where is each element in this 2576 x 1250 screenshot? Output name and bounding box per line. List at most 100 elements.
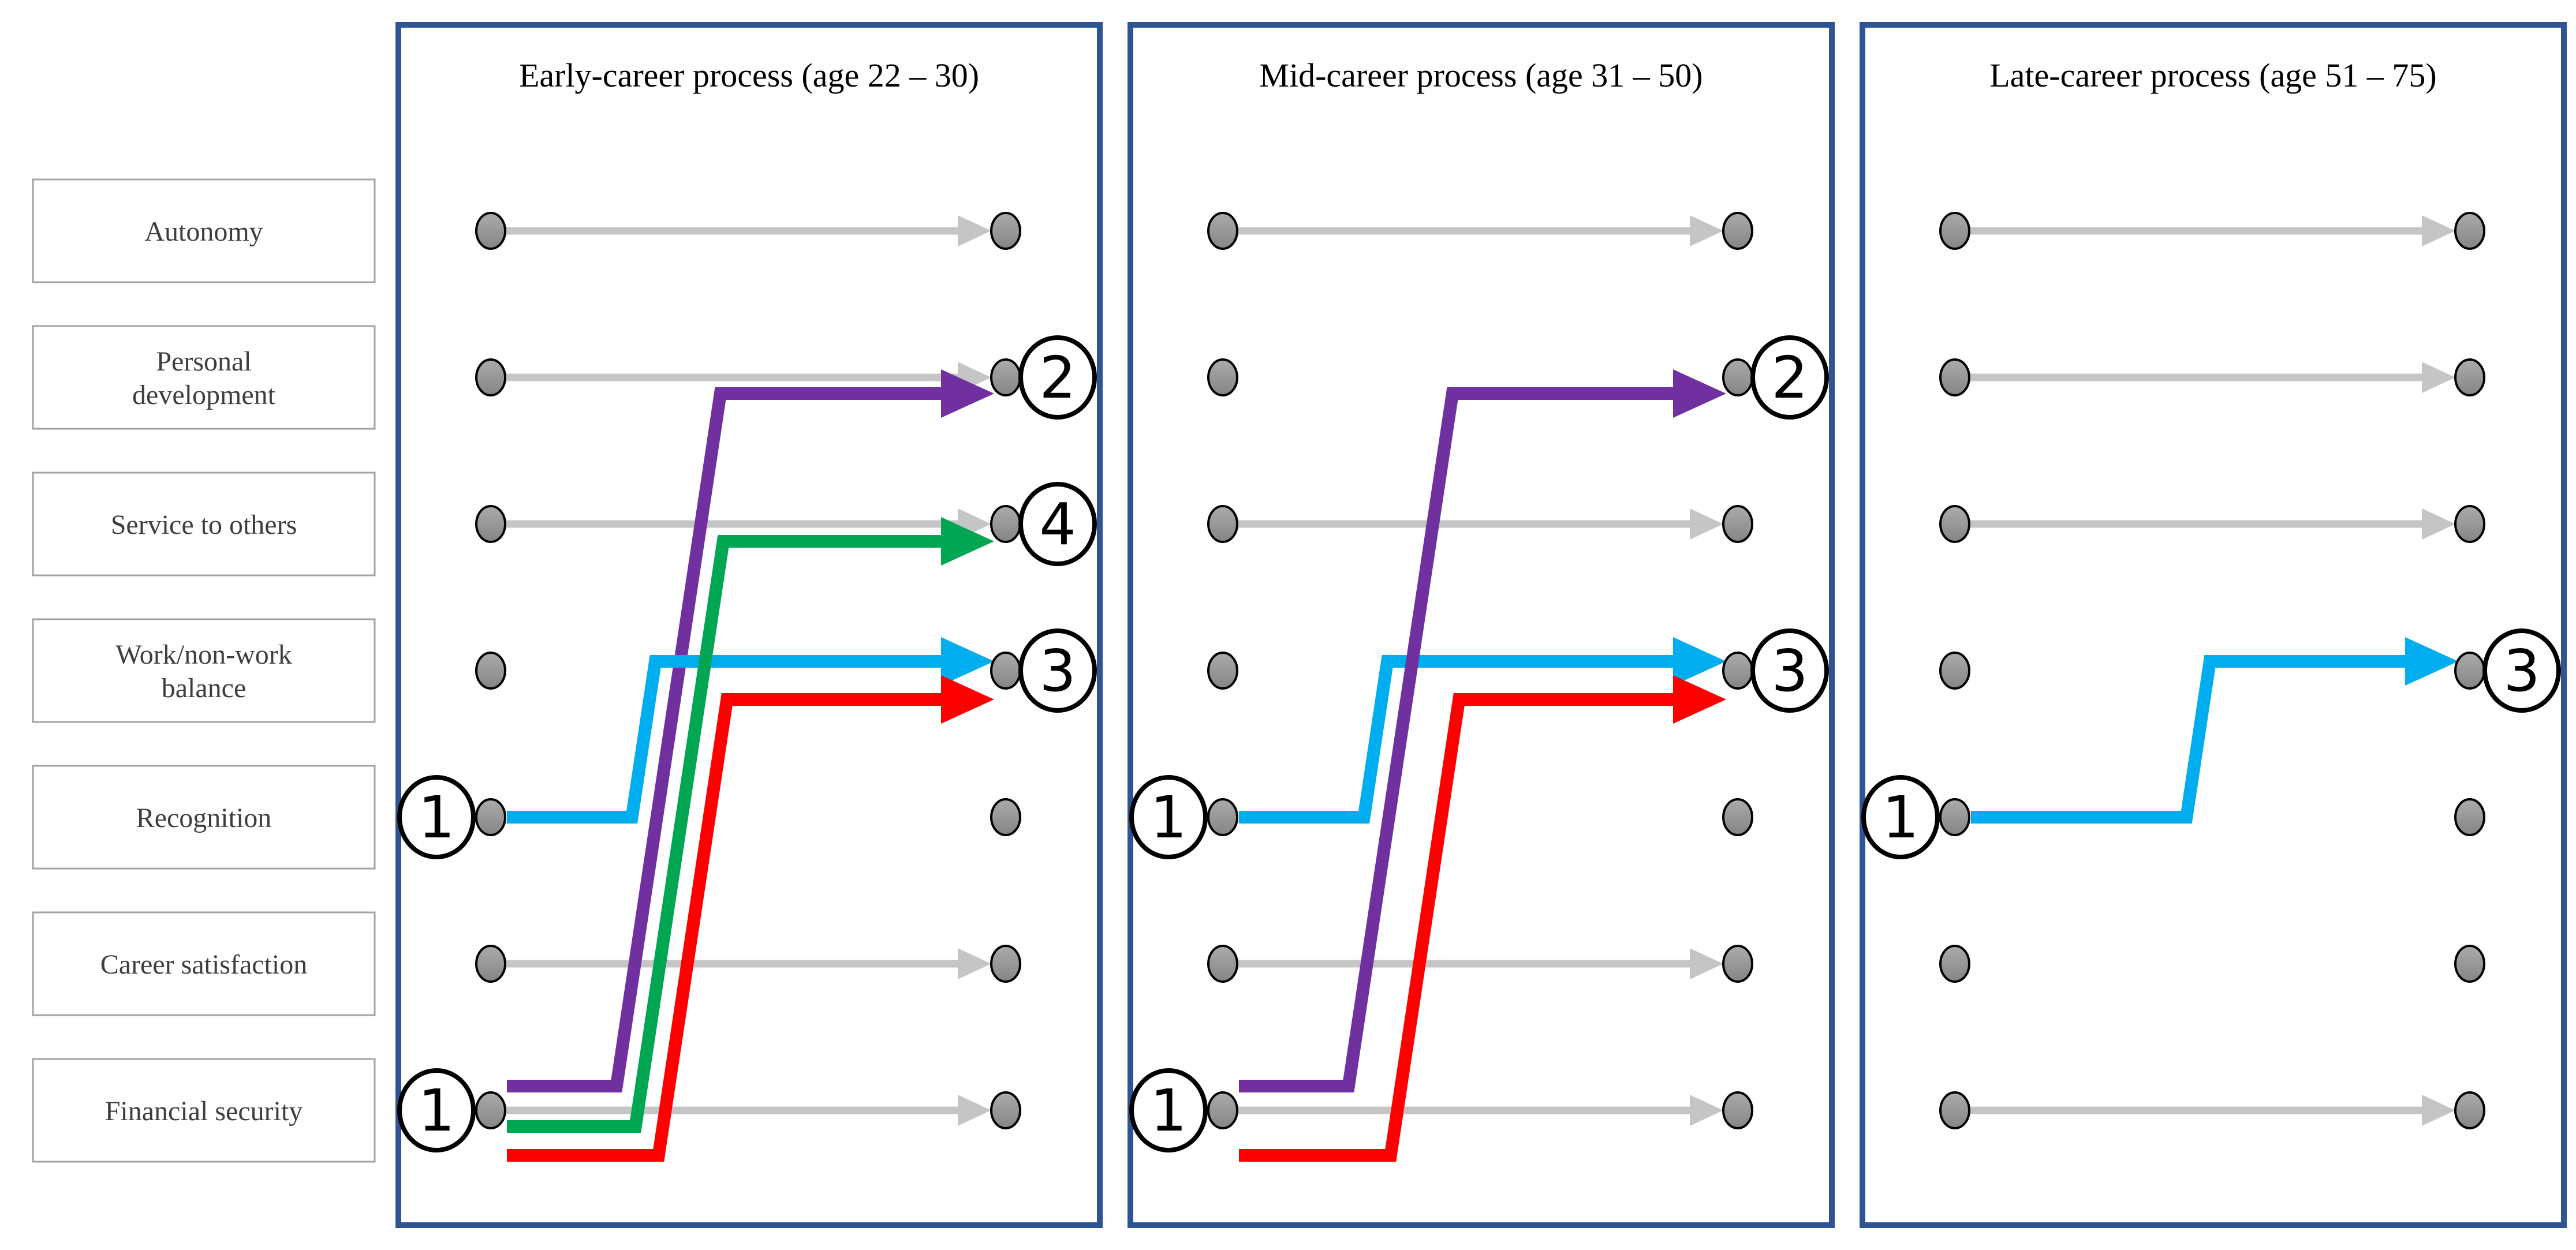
panel-3: Late-career process (age 51 – 75) 1 3 xyxy=(1860,22,2567,1228)
process-dot xyxy=(1722,798,1753,836)
transition-arrowhead xyxy=(2405,637,2458,686)
rank-badge: 3 xyxy=(1018,628,1097,713)
process-dot xyxy=(475,505,506,543)
process-dot xyxy=(990,652,1021,690)
process-dot xyxy=(990,945,1021,983)
process-dot xyxy=(475,358,506,396)
factor-label: Work/non-work balance xyxy=(115,639,292,703)
factor-item: Personal development xyxy=(32,325,376,430)
process-dot xyxy=(1722,945,1753,983)
rank-badge-circle xyxy=(1018,628,1097,713)
process-dot xyxy=(1939,945,1970,983)
factor-label-line: Work/non-work xyxy=(115,639,292,670)
rank-badge: 1 xyxy=(1861,775,1940,859)
rank-badge-circle xyxy=(1129,775,1208,859)
factor-label-line: Personal xyxy=(156,346,251,377)
process-dot xyxy=(2454,358,2485,396)
rank-badge-label: 1 xyxy=(418,784,455,851)
factor-label-line: Financial security xyxy=(105,1096,303,1127)
rank-badge-label: 4 xyxy=(1039,491,1076,558)
rank-badge-circle xyxy=(2482,628,2561,713)
transition-path xyxy=(507,387,954,1092)
rank-badge: 4 xyxy=(1018,482,1097,566)
gray-arrowhead xyxy=(958,948,991,979)
factor-item: Autonomy xyxy=(32,178,376,283)
process-dot xyxy=(2454,505,2485,543)
factor-label-line: Career satisfaction xyxy=(100,949,308,980)
rank-badge-circle xyxy=(1750,628,1829,713)
factor-item: Recognition xyxy=(32,765,376,870)
process-dot xyxy=(475,212,506,250)
transition-arrowhead xyxy=(1673,637,1726,686)
rank-badge-circle xyxy=(1018,335,1097,420)
process-dot xyxy=(1207,652,1238,690)
rank-badge-label: 2 xyxy=(1771,344,1808,411)
rank-badge-circle xyxy=(397,1068,476,1152)
factor-label: Personal development xyxy=(132,346,276,410)
gray-arrowhead xyxy=(2422,1095,2455,1126)
process-dot xyxy=(1207,358,1238,396)
process-dot xyxy=(1939,1091,1970,1129)
transition-arrowhead xyxy=(1673,369,1726,418)
process-dot xyxy=(1722,1091,1753,1129)
factor-box xyxy=(32,1058,376,1163)
gray-arrowhead xyxy=(2422,508,2455,540)
gray-arrowhead xyxy=(1690,948,1723,979)
rank-badge: 2 xyxy=(1750,335,1829,420)
rank-badge-label: 3 xyxy=(1771,637,1808,705)
process-dot xyxy=(1939,358,1970,396)
gray-arrowhead xyxy=(958,215,991,246)
factor-label: Autonomy xyxy=(144,216,263,247)
rank-badge: 1 xyxy=(397,775,476,859)
gray-arrowhead xyxy=(2422,362,2455,393)
process-dot xyxy=(990,505,1021,543)
factor-box xyxy=(32,911,376,1016)
transition-arrowhead xyxy=(941,369,994,418)
rank-badge-label: 3 xyxy=(1039,637,1076,705)
transition-arrowhead xyxy=(941,637,994,686)
factor-label-line: Autonomy xyxy=(144,216,263,247)
factor-label: Financial security xyxy=(105,1096,303,1127)
panel-title: Mid-career process (age 31 – 50) xyxy=(1259,57,1703,94)
transition-arrowhead xyxy=(941,675,994,724)
process-dot xyxy=(1939,798,1970,836)
rank-badge-circle xyxy=(1861,775,1940,859)
process-dot xyxy=(1207,505,1238,543)
rank-badge: 3 xyxy=(1750,628,1829,713)
process-dot xyxy=(1207,212,1238,250)
panel-border xyxy=(1860,22,2567,1228)
rank-badge: 1 xyxy=(397,1068,476,1152)
transition-path xyxy=(1239,655,1686,824)
transition-path xyxy=(1971,655,2418,824)
panels-root: Early-career process (age 22 – 30)11243M… xyxy=(395,22,2567,1228)
factor-label-column: Autonomy Personal development Service to ot… xyxy=(32,178,376,1163)
rank-badge-circle xyxy=(397,775,476,859)
transition-path xyxy=(507,535,954,1133)
process-dot xyxy=(1722,358,1753,396)
factor-box xyxy=(32,178,376,283)
panel-2: Mid-career process (age 31 – 50) 1 1 2 3 xyxy=(1128,22,1835,1228)
transition-path xyxy=(1239,693,1686,1162)
rank-badge: 2 xyxy=(1018,335,1097,420)
process-dot xyxy=(475,798,506,836)
process-dot xyxy=(2454,1091,2485,1129)
process-dot xyxy=(1722,212,1753,250)
process-dot xyxy=(990,358,1021,396)
process-dot xyxy=(2454,212,2485,250)
process-dot xyxy=(1207,1091,1238,1129)
gray-arrowhead xyxy=(1690,508,1723,540)
panel-border xyxy=(395,22,1103,1228)
process-dot xyxy=(1939,212,1970,250)
factor-label-line: development xyxy=(132,380,276,410)
factor-box xyxy=(32,765,376,870)
factor-label: Service to others xyxy=(111,510,297,540)
process-dot xyxy=(2454,798,2485,836)
factor-item: Financial security xyxy=(32,1058,376,1163)
process-dot xyxy=(1939,652,1970,690)
process-dot xyxy=(1207,945,1238,983)
process-dot xyxy=(475,1091,506,1129)
process-dot xyxy=(990,798,1021,836)
process-dot xyxy=(475,945,506,983)
